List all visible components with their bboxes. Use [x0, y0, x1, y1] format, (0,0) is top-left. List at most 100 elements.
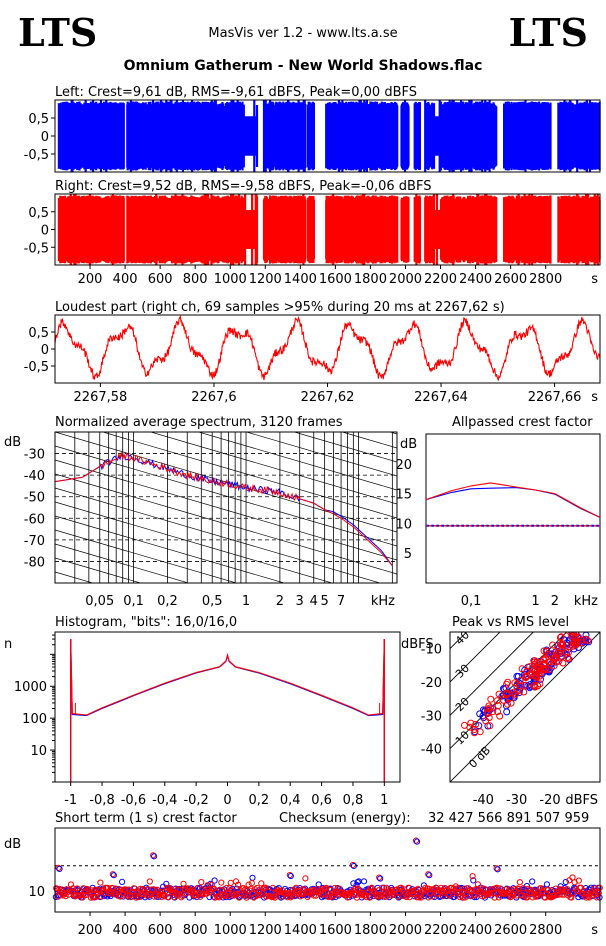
right-waveform-xtick-label: 2200 [424, 272, 457, 287]
right-waveform-xtick-label: 2000 [389, 272, 422, 287]
short-term-crest-point [360, 878, 368, 885]
short-term-crest-outlier [109, 871, 116, 878]
short-term-crest-outlier [349, 861, 357, 869]
peak-vs-rms-point-left [583, 622, 589, 628]
avg-spectrum-title: Normalized average spectrum, 3120 frames [55, 415, 343, 430]
peak-vs-rms-point-right [536, 680, 544, 688]
app-title: MasVis ver 1.2 - www.lts.a.se [208, 26, 398, 41]
avg-spectrum-slope [55, 628, 397, 728]
peak-vs-rms-point-right [467, 719, 475, 727]
avg-spectrum-xtick-label: 7 [337, 594, 345, 609]
peak-vs-rms-point-right [579, 632, 584, 633]
avg-spectrum-xtick-label: 4 [310, 594, 318, 609]
short-term-crest-point [179, 892, 186, 899]
short-term-crest-point [515, 886, 523, 893]
avg-spectrum-slope [55, 543, 190, 583]
peak-vs-rms-point-right [503, 689, 511, 697]
peak-vs-rms-point-right [569, 642, 577, 650]
loudest-part-x-unit: s [591, 390, 598, 405]
short-term-crest-point [543, 881, 551, 888]
avg-spectrum-ytick-label: -30 [24, 448, 45, 463]
short-term-crest-point [562, 878, 569, 886]
allpassed-crest-series-0 [425, 487, 601, 518]
short-term-crest-xtick-label: 1800 [354, 923, 387, 938]
peak-vs-rms-point-right [549, 641, 557, 649]
histogram-xtick-label: 0 [223, 793, 231, 808]
short-term-crest-point [493, 884, 500, 891]
histogram-xtick-label: -0,2 [183, 793, 208, 808]
right-waveform-ytick-label: 0,5 [28, 206, 49, 221]
avg-spectrum-slope [197, 432, 397, 491]
short-term-crest-point [564, 886, 571, 893]
peak-vs-rms-title: Peak vs RMS level [452, 615, 569, 630]
short-term-crest-frame [54, 827, 601, 913]
right-waveform-xtick-label: 1600 [319, 272, 352, 287]
histogram-xtick-label: -0,8 [89, 793, 114, 808]
short-term-crest-point [96, 888, 103, 895]
peak-vs-rms-point-left [587, 622, 593, 628]
short-term-crest-point [429, 893, 436, 900]
peak-vs-rms-point-right [494, 702, 502, 710]
allpassed-crest-ytick-label: 5 [404, 547, 412, 562]
peak-vs-rms-point-left [583, 625, 589, 631]
short-term-crest-point [145, 891, 152, 898]
avg-spectrum-slope [55, 473, 397, 575]
short-term-crest-point [495, 894, 502, 901]
peak-vs-rms-point-right [550, 658, 557, 666]
peak-vs-rms-ytick-label: -10 [421, 643, 442, 658]
loudest-part-ytick-label: -0,5 [24, 360, 49, 375]
short-term-crest-point [69, 885, 77, 892]
short-term-crest-ylabel: dB [4, 837, 21, 852]
short-term-crest-outlier [150, 852, 157, 859]
short-term-crest-point [365, 885, 372, 892]
short-term-crest-point [440, 893, 447, 900]
loudest-part-line [54, 315, 601, 381]
peak-vs-rms-diag-label: 20 [453, 695, 472, 714]
short-term-crest-point [198, 879, 205, 886]
peak-vs-rms-point-right [540, 660, 548, 668]
peak-vs-rms-point-right [559, 640, 566, 648]
short-term-crest-point [249, 874, 256, 881]
short-term-crest-xtick-label: 1600 [319, 923, 352, 938]
peak-vs-rms-point-right [504, 678, 512, 686]
short-term-crest-outlier [413, 838, 421, 845]
peak-vs-rms-point-right [579, 625, 585, 631]
short-term-crest-point [98, 893, 105, 900]
short-term-crest-point [228, 887, 235, 894]
peak-vs-rms-diagonal [450, 632, 600, 782]
histogram-xtick-label: -0,4 [152, 793, 177, 808]
peak-vs-rms-point-right [582, 635, 590, 643]
peak-vs-rms-point-right [584, 637, 592, 645]
avg-spectrum-slope [55, 445, 397, 547]
short-term-crest-outlier [376, 874, 383, 881]
histogram-title: Histogram, "bits": 16,0/16,0 [55, 615, 237, 630]
short-term-crest-point [271, 894, 278, 901]
right-waveform-xtick-label: 800 [183, 272, 208, 287]
peak-vs-rms-point-right [531, 657, 539, 665]
peak-vs-rms-point-right [487, 695, 495, 703]
peak-vs-rms-xlabel: dBFS [565, 793, 598, 808]
peak-vs-rms-diag-label: 40 [453, 628, 472, 647]
short-term-crest-outlier [377, 875, 384, 882]
right-waveform-signal [57, 194, 601, 265]
avg-spectrum-xtick-label: 3 [296, 594, 304, 609]
short-term-crest-point [256, 888, 263, 896]
short-term-crest-point [496, 885, 503, 892]
short-term-crest-xtick-label: 600 [148, 923, 173, 938]
peak-vs-rms-point-right [565, 632, 573, 635]
allpassed-crest-series-1 [425, 482, 601, 518]
right-waveform-xtick-label: 2800 [529, 272, 562, 287]
avg-spectrum-slope [55, 501, 334, 583]
peak-vs-rms-point-right [575, 633, 583, 641]
short-term-crest-title: Short term (1 s) crest factor [55, 811, 237, 826]
peak-vs-rms-diagonal [450, 632, 568, 750]
short-term-crest-point [366, 894, 373, 901]
peak-vs-rms-xtick-label: -30 [506, 793, 527, 808]
short-term-crest-point [403, 893, 410, 901]
peak-vs-rms-point-right [550, 662, 558, 670]
avg-spectrum-grid [55, 432, 397, 728]
short-term-crest-point [527, 886, 534, 893]
histogram-xtick-label: 0,4 [280, 793, 301, 808]
short-term-crest-xtick-label: 2800 [529, 923, 562, 938]
